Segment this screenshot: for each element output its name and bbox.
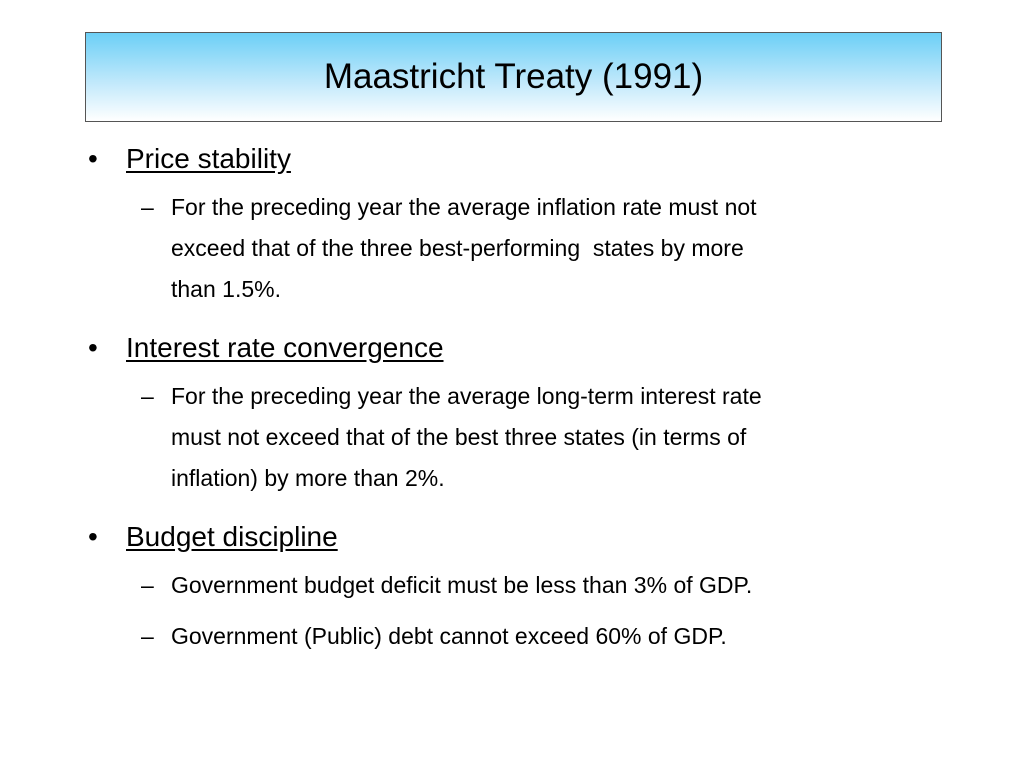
sub-item-line: inflation) by more than 2%. [171, 465, 445, 491]
bullet-heading: Interest rate convergence [0, 330, 1024, 366]
sub-item-line: Government (Public) debt cannot exceed 6… [171, 623, 727, 649]
sub-item: Government (Public) debt cannot exceed 6… [0, 616, 1024, 657]
sub-item-line: For the preceding year the average infla… [171, 194, 757, 220]
sub-item-line: must not exceed that of the best three s… [171, 424, 747, 450]
sub-item: For the preceding year the average infla… [0, 187, 1024, 310]
bullet-heading: Price stability [0, 141, 1024, 177]
title-box: Maastricht Treaty (1991) [85, 32, 942, 122]
sub-item-line: exceed that of the three best-performing… [171, 235, 744, 261]
sub-item-line: For the preceding year the average long-… [171, 383, 762, 409]
bullet: Budget discipline Government budget defic… [0, 519, 1024, 657]
sub-item-line: than 1.5%. [171, 276, 281, 302]
bullet: Interest rate convergence For the precedi… [0, 330, 1024, 499]
heading-text: Price stability [126, 143, 291, 174]
heading-text: Budget discipline [126, 521, 338, 552]
sub-item-line: Government budget deficit must be less t… [171, 572, 753, 598]
bullet-heading: Budget discipline [0, 519, 1024, 555]
heading-text: Interest rate convergence [126, 332, 444, 363]
content: Price stability For the preceding year th… [0, 141, 1024, 657]
sub-item: For the preceding year the average long-… [0, 376, 1024, 499]
bullet: Price stability For the preceding year th… [0, 141, 1024, 310]
slide-title: Maastricht Treaty (1991) [323, 57, 704, 96]
sub-item: Government budget deficit must be less t… [0, 565, 1024, 606]
